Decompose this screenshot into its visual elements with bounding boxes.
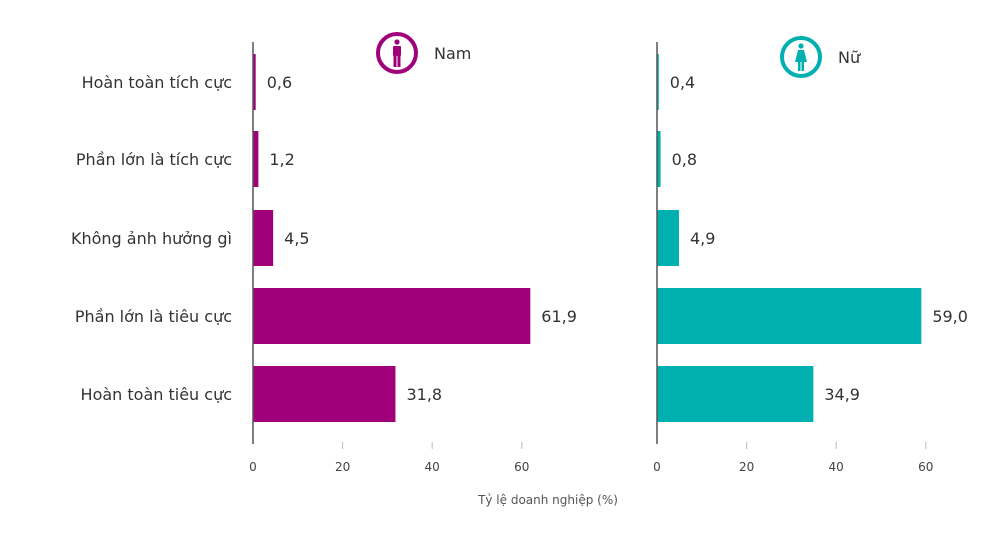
data-label: 31,8 [406,385,442,404]
male-person-icon [376,32,418,74]
bar [253,131,259,187]
category-label: Phần lớn là tích cực [76,150,232,169]
bar [657,210,679,266]
category-label: Phần lớn là tiêu cực [75,307,232,326]
legend-label: Nữ [838,48,861,67]
data-label: 1,2 [269,150,294,169]
x-axis-label: Tỷ lệ doanh nghiệp (%) [477,493,618,507]
category-label: Không ảnh hưởng gì [71,229,232,248]
bar [253,288,531,344]
x-tick-label: 40 [425,460,440,474]
bar [657,366,814,422]
bar [657,288,922,344]
data-label: 4,9 [690,229,715,248]
data-label: 0,6 [267,73,292,92]
legend-label: Nam [434,44,471,63]
x-tick-label: 40 [829,460,844,474]
data-label: 0,4 [670,73,695,92]
category-label: Hoàn toàn tiêu cực [81,385,232,404]
x-tick-label: 0 [653,460,661,474]
bar [253,210,274,266]
bar [253,366,396,422]
data-label: 34,9 [824,385,860,404]
x-tick-label: 60 [514,460,529,474]
data-label: 4,5 [284,229,309,248]
data-label: 61,9 [541,307,577,326]
bar [657,131,661,187]
x-tick-label: 60 [918,460,933,474]
x-tick-label: 0 [249,460,257,474]
x-tick-label: 20 [335,460,350,474]
bar [657,54,659,110]
bar [253,54,256,110]
data-label: 59,0 [932,307,968,326]
panel-male: 0,6 1,2 4,5 61,9 31,8 0 20 40 60 Nam [249,32,577,474]
panel-female: 0,4 0,8 4,9 59,0 34,9 0 20 40 60 Nữ [653,36,968,474]
x-tick-label: 20 [739,460,754,474]
data-label: 0,8 [672,150,697,169]
female-person-icon [780,36,822,78]
category-label: Hoàn toàn tích cực [82,73,232,92]
